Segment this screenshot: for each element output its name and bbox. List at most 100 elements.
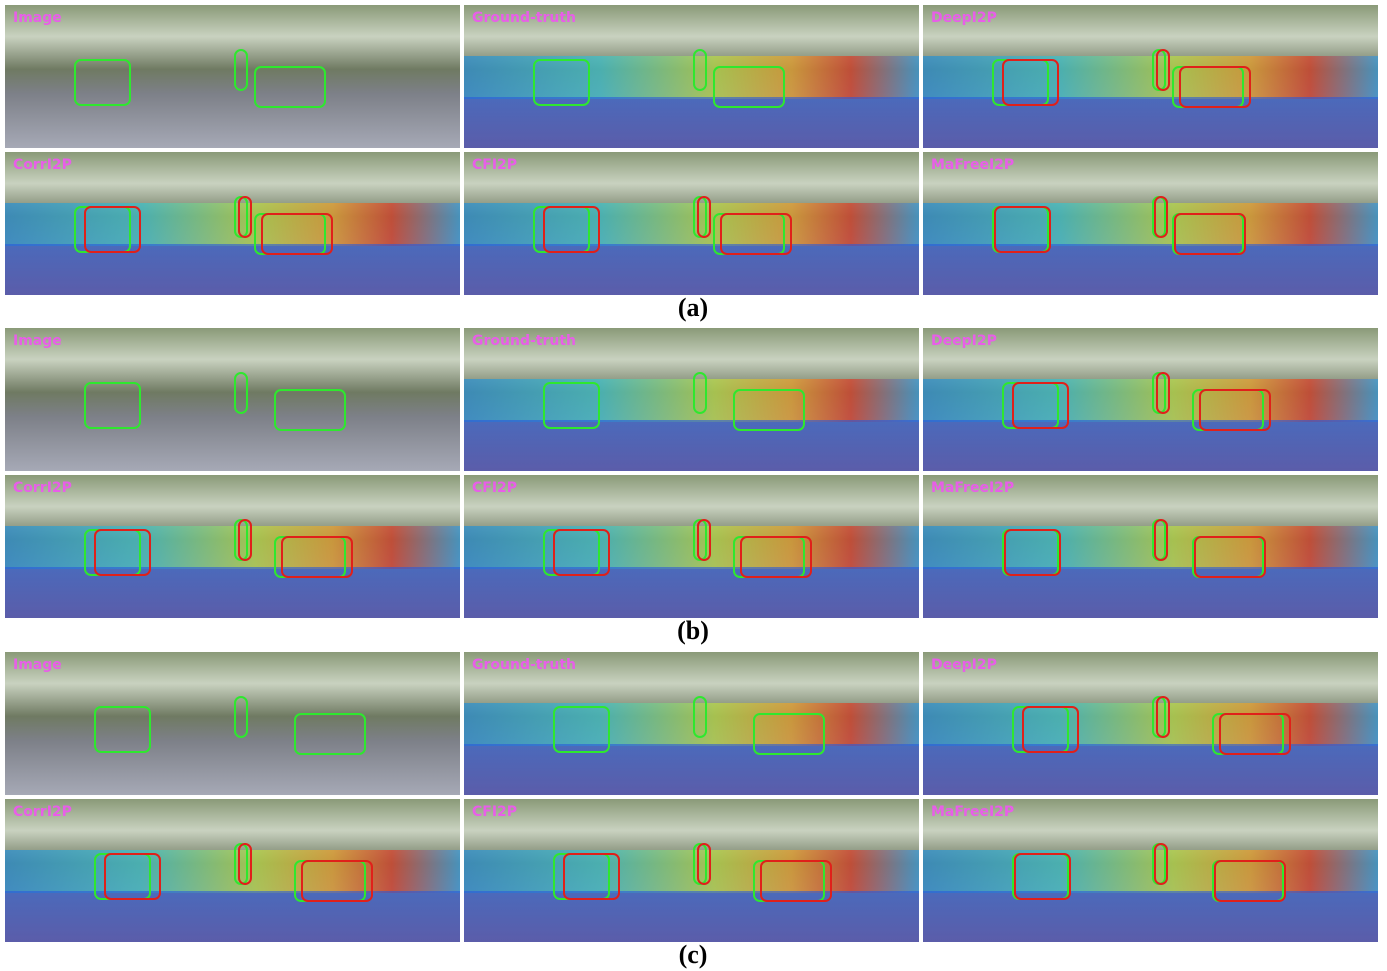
image-panel: DeepI2P (923, 652, 1378, 795)
gt-outline (235, 697, 247, 737)
pred-outline (698, 520, 710, 560)
gt-outline (694, 844, 706, 884)
panel-label: CorrI2P (13, 157, 72, 173)
object-outlines (464, 475, 919, 618)
panel-label: Image (13, 333, 62, 349)
image-panel: CorrI2P (5, 152, 460, 295)
object-outlines (923, 152, 1378, 295)
pred-outline (85, 207, 140, 252)
pred-outline (564, 854, 619, 899)
pred-outline (1005, 530, 1060, 575)
image-panel: Ground-truth (464, 5, 919, 148)
pred-outline (698, 844, 710, 884)
image-panel: CFI2P (464, 799, 919, 942)
pred-outline (1157, 697, 1169, 737)
panel-label: Ground-truth (472, 10, 576, 26)
gt-outline (85, 383, 140, 428)
object-outlines (5, 5, 460, 148)
gt-outline (1003, 530, 1058, 575)
gt-outline (95, 707, 150, 752)
panel-label: MaFreeI2P (931, 804, 1014, 820)
panel-label: CFI2P (472, 804, 517, 820)
gt-outline (85, 530, 140, 575)
gt-outline (734, 537, 804, 577)
gt-outline (754, 861, 824, 901)
pred-outline (239, 197, 251, 237)
gt-outline (1173, 214, 1243, 254)
pred-outline (1157, 50, 1169, 90)
gt-outline (1213, 861, 1283, 901)
pred-outline (1200, 390, 1270, 430)
gt-outline (235, 844, 247, 884)
pred-outline (761, 861, 831, 901)
pred-outline (1013, 383, 1068, 428)
gt-outline (1153, 373, 1165, 413)
gt-outline (1153, 697, 1165, 737)
gt-outline (694, 697, 706, 737)
gt-outline (255, 214, 325, 254)
gt-outline (694, 520, 706, 560)
gt-outline (754, 714, 824, 754)
gt-outline (1213, 714, 1283, 754)
gt-outline (75, 207, 130, 252)
gt-outline (1193, 537, 1263, 577)
object-outlines (464, 799, 919, 942)
image-panel: MaFreeI2P (923, 799, 1378, 942)
pred-outline (698, 197, 710, 237)
gt-outline (275, 390, 345, 430)
pred-outline (239, 520, 251, 560)
object-outlines (5, 328, 460, 471)
pred-outline (282, 537, 352, 577)
gt-outline (95, 854, 150, 899)
image-panel: MaFreeI2P (923, 475, 1378, 618)
gt-outline (75, 60, 130, 105)
gt-outline (554, 707, 609, 752)
pred-outline (554, 530, 609, 575)
pred-outline (1215, 861, 1285, 901)
object-outlines (464, 328, 919, 471)
image-panel: Image (5, 5, 460, 148)
gt-outline (993, 207, 1048, 252)
pred-outline (239, 844, 251, 884)
gt-outline (734, 390, 804, 430)
object-outlines (923, 5, 1378, 148)
image-panel: CFI2P (464, 475, 919, 618)
panel-label: Ground-truth (472, 657, 576, 673)
pred-outline (1157, 373, 1169, 413)
panel-label: Image (13, 657, 62, 673)
gt-outline (554, 854, 609, 899)
gt-outline (694, 197, 706, 237)
gt-outline (694, 50, 706, 90)
pred-outline (995, 207, 1050, 252)
gt-outline (235, 50, 247, 90)
object-outlines (464, 152, 919, 295)
gt-outline (1003, 383, 1058, 428)
panel-label: CFI2P (472, 157, 517, 173)
group-caption: (b) (663, 616, 723, 646)
object-outlines (923, 475, 1378, 618)
panel-label: DeepI2P (931, 10, 997, 26)
gt-outline (235, 373, 247, 413)
pred-outline (544, 207, 599, 252)
panel-label: MaFreeI2P (931, 480, 1014, 496)
panel-label: Ground-truth (472, 333, 576, 349)
pred-outline (302, 861, 372, 901)
gt-outline (544, 383, 599, 428)
gt-outline (694, 373, 706, 413)
image-panel: DeepI2P (923, 5, 1378, 148)
object-outlines (464, 652, 919, 795)
object-outlines (464, 5, 919, 148)
gt-outline (295, 861, 365, 901)
gt-outline (1153, 50, 1165, 90)
panel-label: DeepI2P (931, 657, 997, 673)
gt-outline (993, 60, 1048, 105)
gt-outline (1173, 67, 1243, 107)
gt-outline (235, 197, 247, 237)
gt-outline (1193, 390, 1263, 430)
image-panel: CorrI2P (5, 475, 460, 618)
object-outlines (5, 652, 460, 795)
panel-label: CFI2P (472, 480, 517, 496)
image-panel: Ground-truth (464, 328, 919, 471)
gt-outline (1013, 707, 1068, 752)
group-caption: (a) (663, 293, 723, 323)
